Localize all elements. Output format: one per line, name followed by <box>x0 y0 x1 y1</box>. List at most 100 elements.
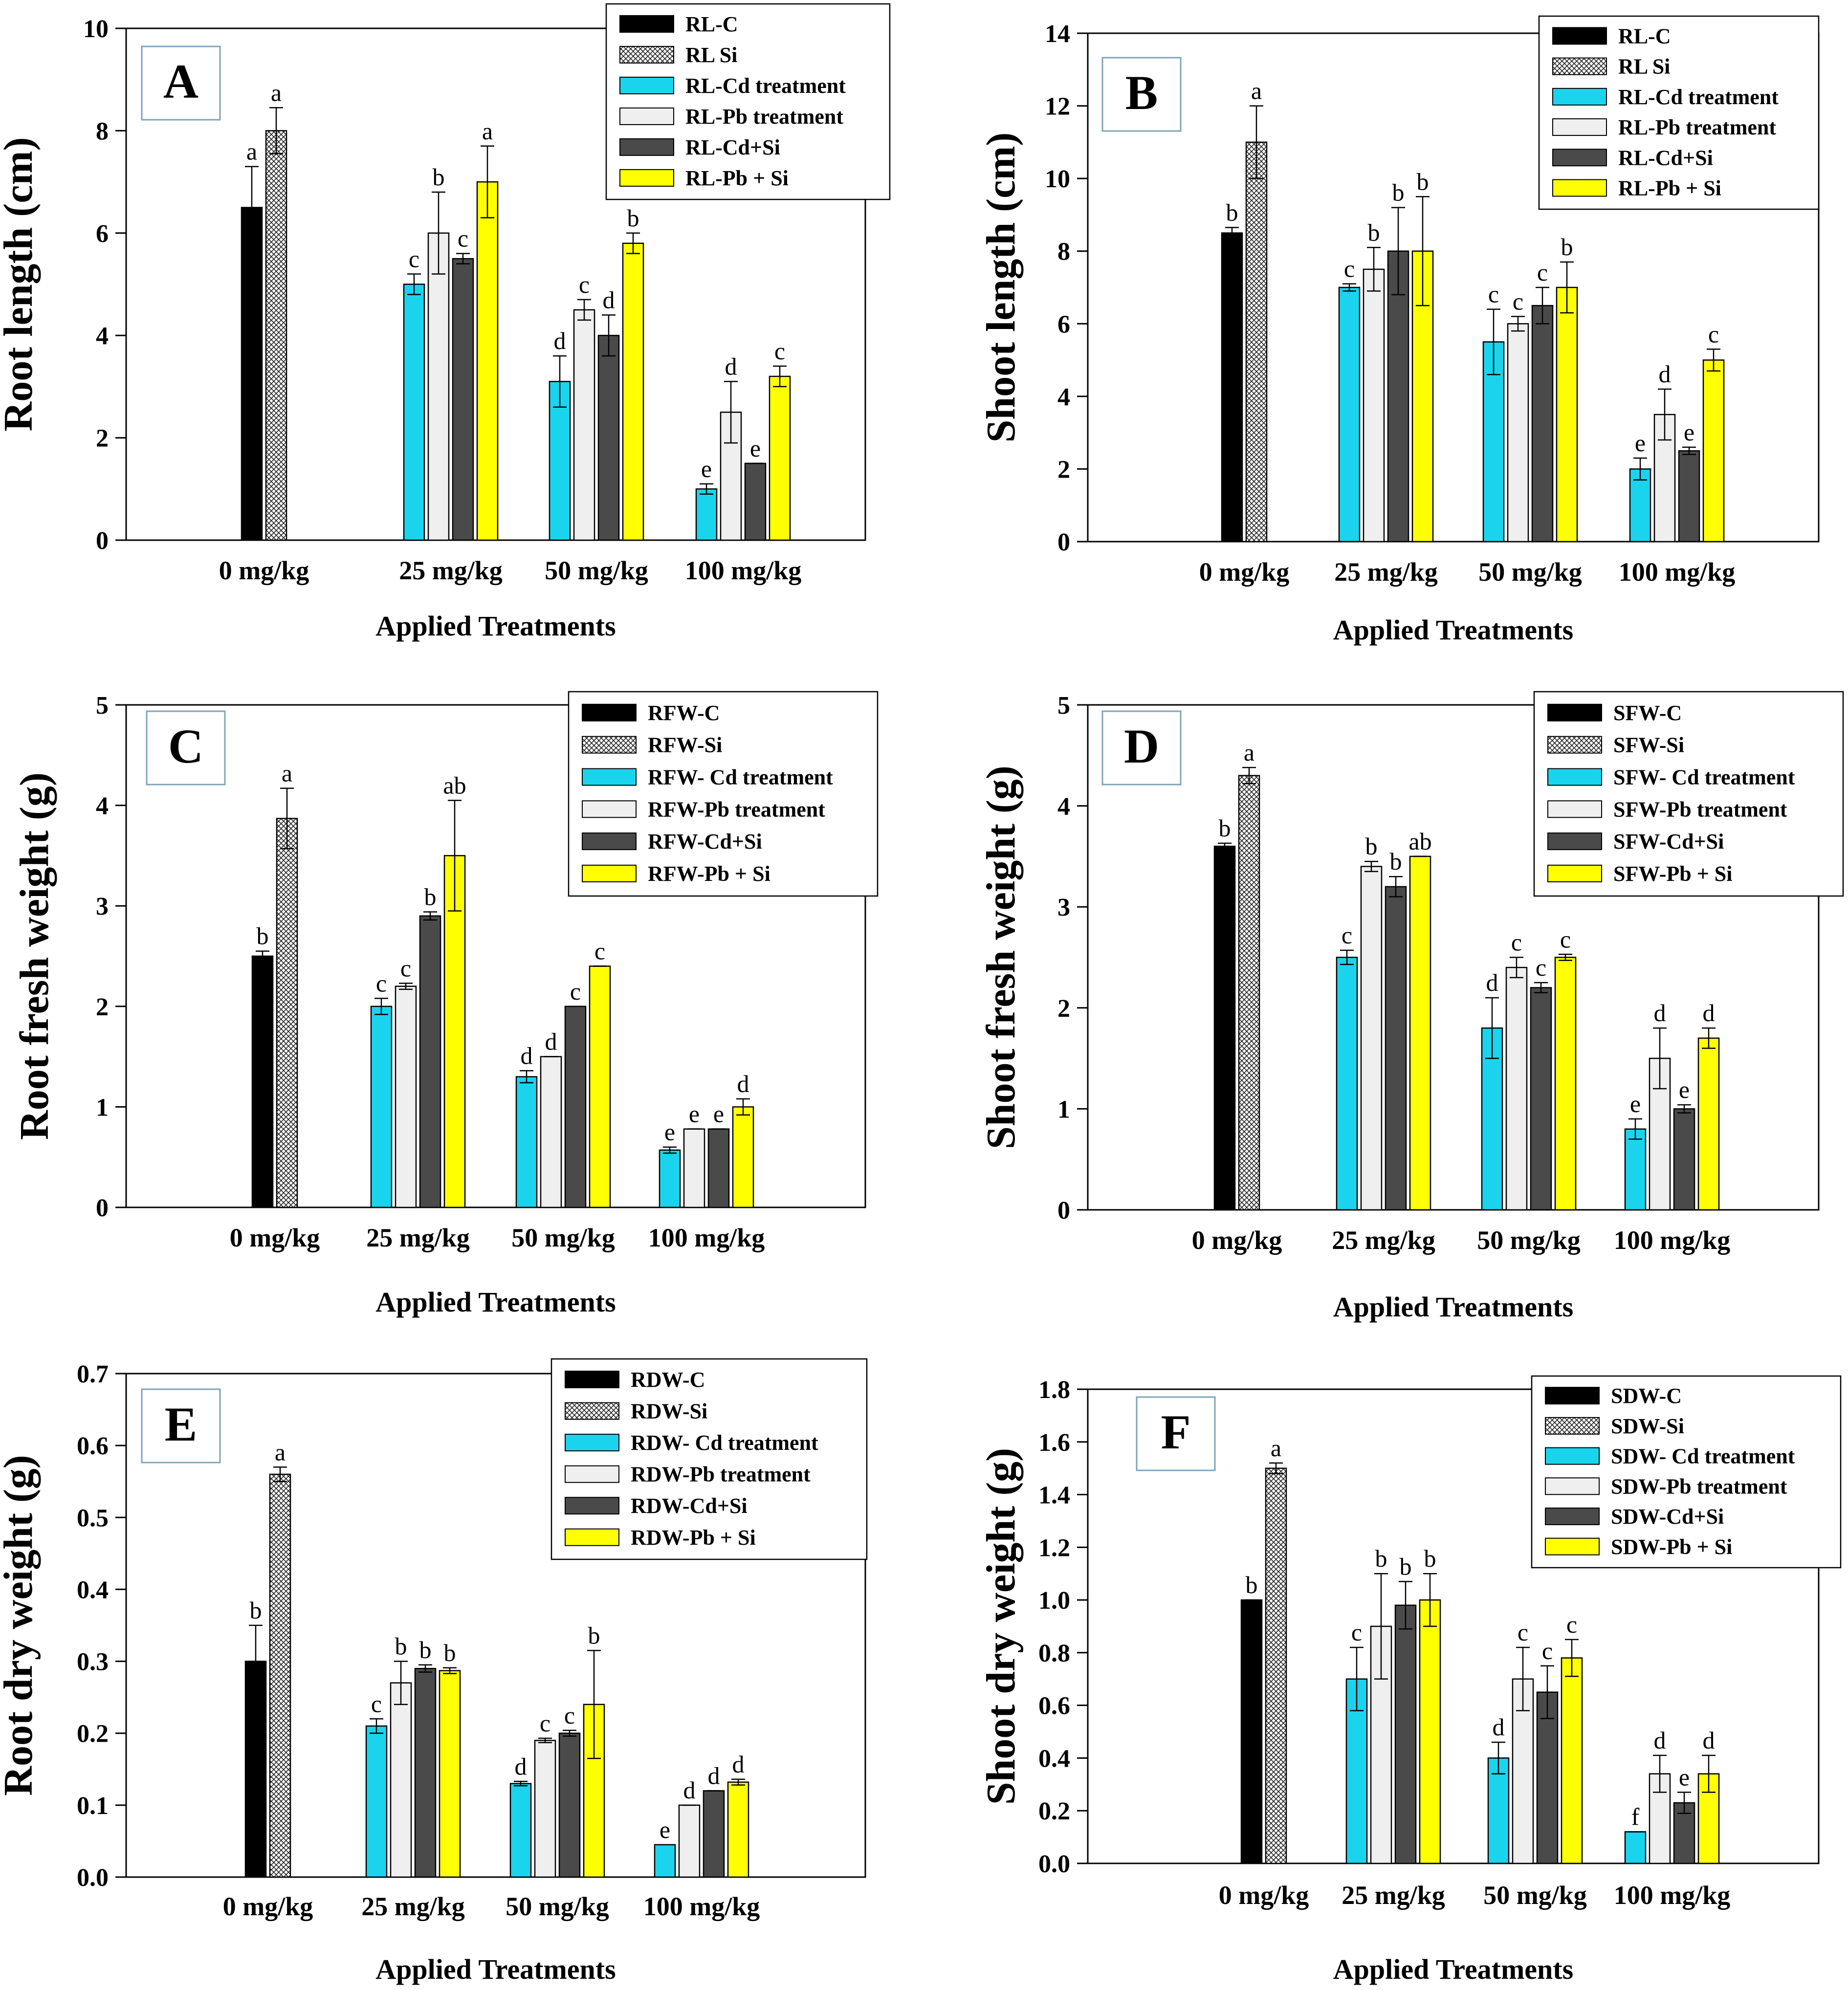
legend-label: SDW-Si <box>1611 1414 1684 1438</box>
y-tick-label: 2 <box>1057 995 1070 1023</box>
significance-letter: c <box>579 271 590 298</box>
bar <box>1221 232 1243 543</box>
bar <box>414 1668 437 1878</box>
legend-label: RL-Cd+Si <box>685 135 780 159</box>
significance-letter: b <box>1392 179 1405 206</box>
significance-letter: b <box>433 163 445 191</box>
significance-letter: a <box>282 760 292 787</box>
significance-letter: b <box>444 1639 456 1666</box>
y-tick-label: 0.6 <box>77 1432 109 1460</box>
y-tick-label: 5 <box>1057 692 1070 720</box>
y-tick-label: 0 <box>1057 1197 1070 1225</box>
legend-label: SFW-C <box>1613 701 1682 725</box>
legend-swatch <box>565 1465 619 1483</box>
plot-frame <box>1087 1388 1820 1864</box>
legend-label: RL-C <box>1618 24 1671 48</box>
significance-letter: e <box>750 435 761 462</box>
y-tick-label: 0.2 <box>1038 1797 1070 1825</box>
bar <box>1702 359 1725 543</box>
legend-swatch <box>1552 27 1607 45</box>
x-tick-label: 50 mg/kg <box>545 556 648 585</box>
y-tick-label: 6 <box>96 220 109 248</box>
significance-letter: e <box>713 1100 724 1128</box>
y-tick-label: 8 <box>1057 238 1070 266</box>
x-tick-label: 100 mg/kg <box>648 1223 765 1252</box>
significance-letter: ab <box>443 771 466 799</box>
significance-letter: c <box>400 955 411 982</box>
significance-letter: a <box>1271 1434 1281 1462</box>
bar <box>1338 286 1361 543</box>
legend-label: RFW-C <box>648 701 720 725</box>
y-tick-label: 2 <box>96 425 109 453</box>
x-tick-label: 100 mg/kg <box>1619 557 1736 587</box>
significance-letter: d <box>1659 360 1671 388</box>
y-tick-label: 14 <box>1045 20 1070 48</box>
bar <box>622 242 644 541</box>
plot-frame <box>1087 32 1820 543</box>
y-tick-label: 0.4 <box>77 1576 109 1604</box>
legend-swatch <box>582 768 637 786</box>
panel-label: B <box>1125 66 1158 120</box>
bar <box>1512 1678 1534 1864</box>
significance-letter: b <box>1375 1545 1387 1572</box>
bar <box>727 1781 749 1878</box>
bar <box>1697 1037 1720 1211</box>
bar <box>269 1473 291 1878</box>
y-tick-label: 0 <box>1057 528 1070 556</box>
significance-letter: c <box>1488 281 1499 308</box>
legend-label: RFW- Cd treatment <box>648 765 833 789</box>
x-tick-label: 0 mg/kg <box>1219 1881 1309 1910</box>
bar <box>1238 775 1260 1211</box>
y-tick-label: 5 <box>96 692 109 720</box>
y-tick-label: 10 <box>1045 165 1070 193</box>
bar <box>683 1128 705 1208</box>
y-axis-title: Root fresh weight (g) <box>12 772 57 1140</box>
bar <box>1387 250 1409 543</box>
y-tick-label: 2 <box>96 993 109 1021</box>
significance-letter: b <box>257 922 269 950</box>
legend-label: RL-Cd treatment <box>685 74 846 98</box>
significance-letter: b <box>1424 1545 1436 1572</box>
x-tick-label: 50 mg/kg <box>506 1892 609 1921</box>
legend-swatch <box>582 736 637 754</box>
y-tick-label: 0 <box>96 527 109 555</box>
x-tick-label: 50 mg/kg <box>1478 557 1582 587</box>
significance-letter: c <box>564 1702 575 1729</box>
bar <box>1505 966 1528 1211</box>
bar <box>1624 1128 1647 1211</box>
legend-label: RDW-Pb treatment <box>631 1463 811 1487</box>
bar <box>1536 1691 1559 1864</box>
bar <box>443 855 466 1208</box>
bar <box>452 258 474 541</box>
y-tick-label: 8 <box>96 117 109 145</box>
legend-label: SDW- Cd treatment <box>1611 1444 1795 1468</box>
legend-label: RDW-Si <box>631 1400 707 1423</box>
legend-label: RL Si <box>1618 55 1670 79</box>
legend-label: RL-Pb + Si <box>685 166 789 190</box>
chart-panel-e: 0.0 0.1 0.2 0.3 0.4 0.5 0.6 0.7 Root dry weight … <box>0 1358 868 1985</box>
bar <box>251 955 274 1208</box>
legend-box <box>568 691 879 897</box>
x-axis-title: Applied Treatments <box>1333 1291 1573 1323</box>
significance-letter: c <box>458 225 468 252</box>
legend-swatch <box>619 76 674 94</box>
bar <box>1561 1657 1583 1864</box>
legend-label: SFW-Cd+Si <box>1613 830 1724 853</box>
significance-letter: b <box>1400 1553 1412 1580</box>
legend-swatch <box>1552 57 1607 75</box>
legend-label: RFW-Cd+Si <box>648 830 762 853</box>
bar <box>395 985 417 1208</box>
chart-panel-c: 0 1 2 3 4 5 Root fresh weight (g) 0 mg/kg 25 mg/… <box>12 691 879 1318</box>
y-tick-label: 4 <box>96 792 109 820</box>
y-tick-label: 0.8 <box>1038 1640 1070 1667</box>
significance-letter: e <box>1635 429 1646 457</box>
bar <box>370 1006 393 1208</box>
legend-swatch <box>1552 179 1607 197</box>
bar <box>1336 957 1358 1211</box>
significance-letter: d <box>683 1776 696 1804</box>
x-axis-title: Applied Treatments <box>375 1953 616 1985</box>
y-axis-title: Root dry weight (g) <box>0 1455 41 1796</box>
significance-letter: b <box>1390 848 1402 875</box>
panel-label-box <box>146 710 226 786</box>
bar <box>1678 450 1700 543</box>
